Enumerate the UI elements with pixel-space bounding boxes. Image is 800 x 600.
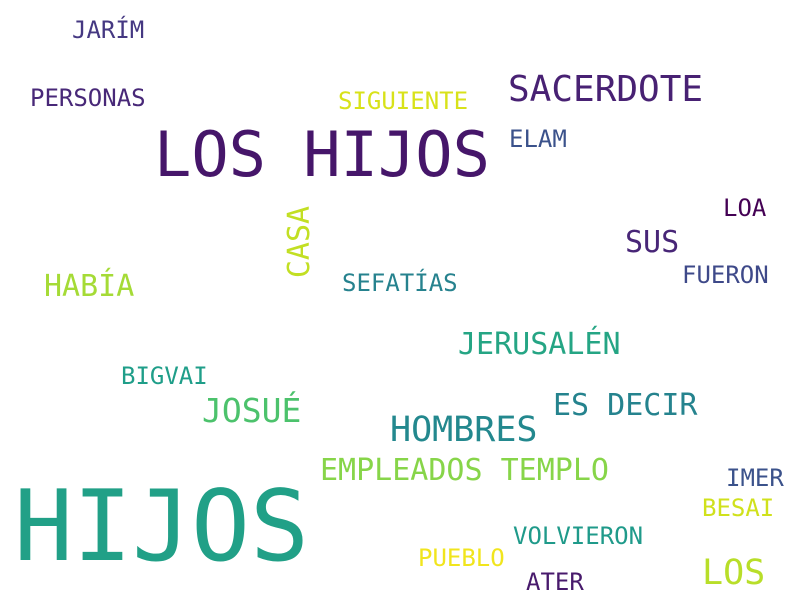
word-loa: LOA xyxy=(723,194,767,222)
word-pueblo: PUEBLO xyxy=(418,544,505,572)
word-es-decir: ES DECIR xyxy=(553,388,698,423)
word-imer: IMER xyxy=(726,464,784,492)
word-casa: CASA xyxy=(282,205,317,279)
word-los: LOS xyxy=(702,553,766,593)
word-fueron: FUERON xyxy=(682,261,769,289)
word-hombres: HOMBRES xyxy=(390,410,538,450)
word-bigvai: BIGVAI xyxy=(121,362,208,390)
word-habia: HABÍA xyxy=(44,269,135,304)
word-elam: ELAM xyxy=(509,125,567,153)
word-ater: ATER xyxy=(526,568,584,596)
word-jerusalen: JERUSALÉN xyxy=(458,327,621,362)
word-josue: JOSUÉ xyxy=(202,391,302,430)
word-sacerdote: SACERDOTE xyxy=(508,69,704,110)
word-sefatias: SEFATÍAS xyxy=(342,269,458,297)
word-siguiente: SIGUIENTE xyxy=(338,87,469,115)
word-los-hijos: LOS HIJOS xyxy=(154,118,490,191)
word-empleados-templo: EMPLEADOS TEMPLO xyxy=(320,453,609,488)
word-volvieron: VOLVIERON xyxy=(513,522,644,550)
word-jarim: JARÍM xyxy=(72,16,145,44)
word-besai: BESAI xyxy=(702,494,775,522)
word-personas: PERSONAS xyxy=(30,84,146,112)
word-sus: SUS xyxy=(625,225,680,260)
word-hijos-large: HIJOS xyxy=(14,470,310,584)
